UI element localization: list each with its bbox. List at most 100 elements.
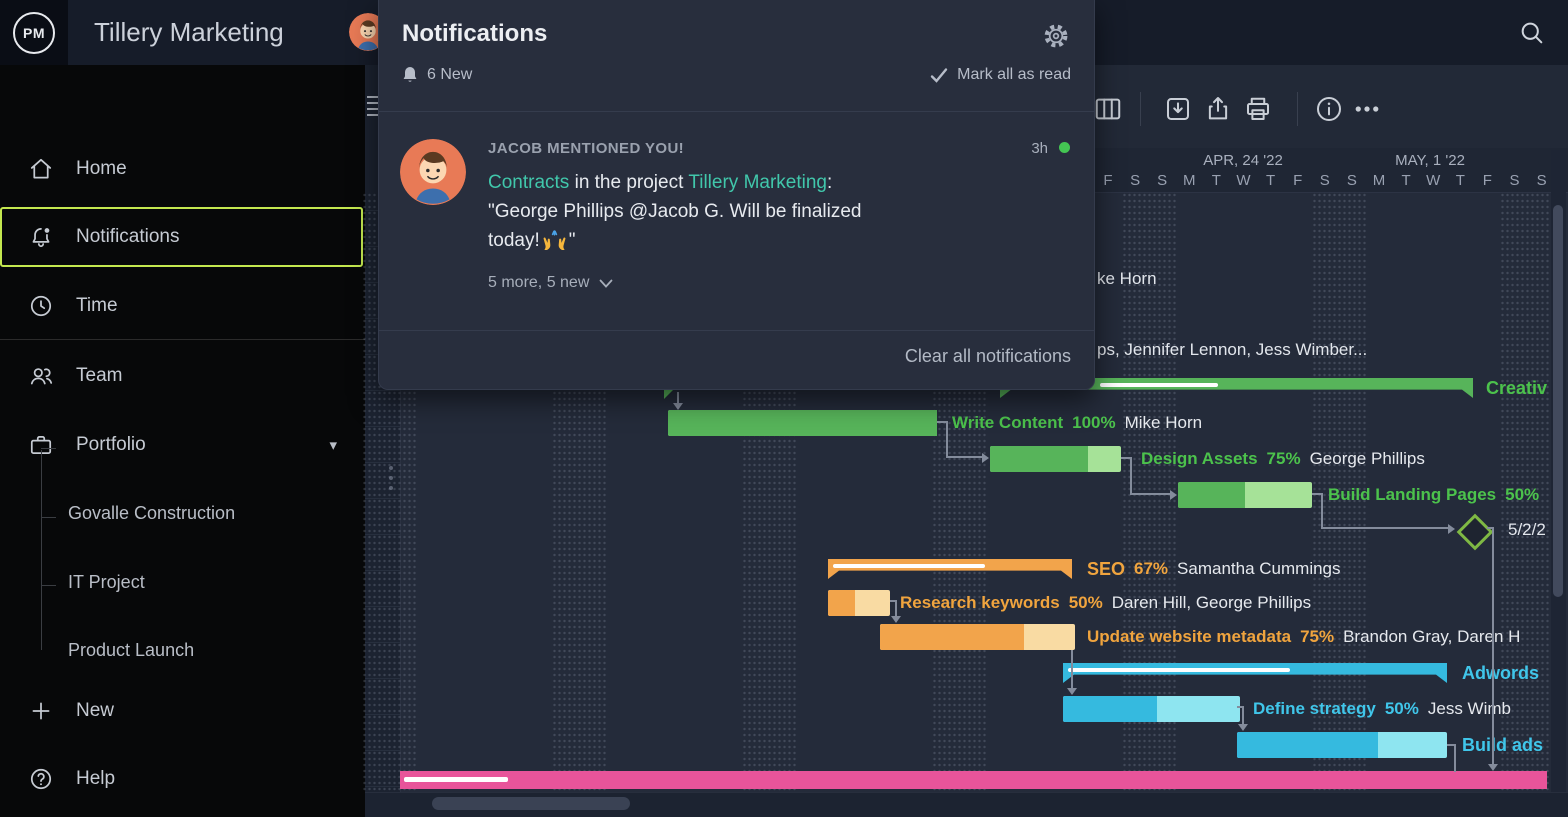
day-letter: S — [1130, 172, 1141, 189]
notification-time: 3h — [1031, 140, 1048, 157]
tree-line — [41, 450, 42, 650]
day-letter: S — [1509, 172, 1520, 189]
new-notifications-count: 6 New — [402, 66, 472, 84]
row-assignees-text: ps, Jennifer Lennon, Jess Wimber... — [1097, 340, 1368, 359]
app-logo-block[interactable]: PM — [0, 0, 68, 65]
gantt-bar-design-assets[interactable] — [990, 446, 1121, 472]
sidebar-item-help[interactable]: Help — [0, 749, 365, 809]
search-icon[interactable] — [1518, 19, 1546, 47]
gantt-label: Research keywords 50% Daren Hill, George P… — [900, 593, 1312, 612]
sidebar-item-label: Notifications — [76, 226, 180, 247]
toolbar-info-button[interactable] — [1314, 94, 1344, 124]
sidebar-item-notifications[interactable]: Notifications — [0, 207, 363, 267]
grid-row-line — [365, 714, 400, 715]
dependency-line — [1454, 744, 1456, 772]
sidebar-item-home[interactable]: Home — [0, 139, 365, 199]
day-letter: F — [1482, 172, 1492, 189]
grid-row-line — [365, 390, 400, 391]
mark-all-as-read-button[interactable]: Mark all as read — [930, 66, 1071, 84]
tree-tick — [41, 585, 56, 586]
dependency-arrow — [982, 453, 989, 463]
panel-splitter-handle[interactable] — [389, 466, 393, 496]
summary-bar-fragment — [664, 390, 673, 399]
gantt-bar-research-keywords[interactable] — [828, 590, 890, 616]
sidebar-item-label: Product Launch — [68, 639, 195, 660]
month-label: MAY, 1 '22 — [1395, 152, 1465, 169]
notification-message: Contracts in the project Tillery Marketi… — [488, 172, 862, 251]
menu-icon[interactable] — [367, 96, 381, 118]
dependency-line — [1071, 650, 1073, 688]
dependency-line — [1492, 527, 1494, 764]
help-icon — [28, 766, 54, 792]
bar-progress — [668, 410, 937, 436]
clear-all-notifications-button[interactable]: Clear all notifications — [904, 346, 1071, 366]
toolbar-download-button[interactable] — [1163, 94, 1193, 124]
bar-progress — [990, 446, 1088, 472]
sidebar-item-label: Portfolio — [76, 434, 146, 455]
sidebar-item-govalle-construction[interactable]: Govalle Construction — [0, 483, 365, 543]
sidebar-item-time[interactable]: Time — [0, 276, 365, 336]
project-avatar[interactable] — [349, 13, 387, 51]
gantt-bar-build-ads[interactable] — [1237, 732, 1447, 758]
sidebar-item-product-launch[interactable]: Product Launch — [0, 620, 365, 680]
dependency-line — [1312, 493, 1323, 495]
popup-title: Notifications — [402, 20, 548, 47]
sidebar-divider — [0, 339, 365, 340]
toolbar-share-button[interactable] — [1203, 94, 1233, 124]
dependency-line — [890, 600, 897, 602]
gantt-bar-update-website-metadata[interactable] — [880, 624, 1075, 650]
dependency-arrow — [1488, 764, 1498, 771]
sidebar: Home Notifications Time Team Portfolio ▾ Goval… — [0, 65, 365, 817]
dependency-line — [937, 421, 948, 423]
bar-progress — [1063, 696, 1157, 722]
milestone-diamond[interactable] — [1456, 513, 1494, 551]
dependency-line — [946, 456, 982, 458]
day-letter: S — [1536, 172, 1547, 189]
day-letter: S — [1346, 172, 1357, 189]
toolbar-columns-button[interactable] — [1093, 94, 1123, 124]
day-letter: T — [1211, 172, 1221, 189]
day-letter: T — [1266, 172, 1276, 189]
gantt-bar-write-content[interactable] — [668, 410, 937, 436]
dependency-arrow — [1238, 724, 1248, 731]
sidebar-item-label: New — [76, 700, 115, 721]
horizontal-scrollbar-thumb[interactable] — [432, 797, 630, 810]
project-progress-line — [404, 777, 508, 782]
expand-more-notifications[interactable]: 5 more, 5 new — [488, 274, 613, 292]
pm-logo-icon: PM — [13, 11, 55, 54]
tree-tick — [41, 448, 56, 449]
dependency-arrow — [1170, 490, 1177, 500]
vertical-scrollbar-thumb[interactable] — [1553, 205, 1563, 597]
project-link[interactable]: Tillery Marketing — [688, 172, 827, 193]
gantt-bar-build-landing-pages[interactable] — [1178, 482, 1312, 508]
sidebar-item-new[interactable]: New — [0, 681, 365, 741]
dependency-line — [1121, 457, 1132, 459]
grid-row-line — [365, 426, 400, 427]
unread-dot — [1059, 142, 1070, 153]
milestone-date-label: 5/2/2 — [1508, 520, 1546, 539]
dependency-line — [1487, 527, 1494, 529]
gantt-bar-define-strategy[interactable] — [1063, 696, 1240, 722]
toolbar-ellipsis-button[interactable] — [1352, 94, 1382, 124]
day-letter: S — [1157, 172, 1168, 189]
sender-avatar — [400, 139, 466, 205]
task-link[interactable]: Contracts — [488, 172, 570, 193]
sidebar-item-portfolio[interactable]: Portfolio ▾ — [0, 415, 365, 475]
chevron-down-icon[interactable]: ▾ — [329, 437, 337, 454]
dependency-line — [677, 392, 679, 403]
sidebar-item-it-project[interactable]: IT Project — [0, 552, 365, 612]
sidebar-item-team[interactable]: Team — [0, 346, 365, 406]
gear-icon[interactable] — [1042, 22, 1070, 50]
gantt-summary-bar-adwords[interactable] — [1063, 663, 1447, 683]
dependency-line — [1321, 527, 1448, 529]
project-summary-bar[interactable] — [400, 771, 1547, 789]
gantt-label: SEO 67% Samantha Cummings — [1087, 558, 1341, 579]
bell-icon — [28, 224, 54, 250]
month-label: APR, 24 '22 — [1203, 152, 1283, 169]
toolbar-print-button[interactable] — [1243, 94, 1273, 124]
gantt-label: Write Content 100% Mike Horn — [952, 413, 1203, 432]
gantt-label: Design Assets 75% George Phillips — [1141, 449, 1425, 468]
summary-progress-line — [1100, 383, 1218, 387]
divider — [379, 111, 1094, 112]
